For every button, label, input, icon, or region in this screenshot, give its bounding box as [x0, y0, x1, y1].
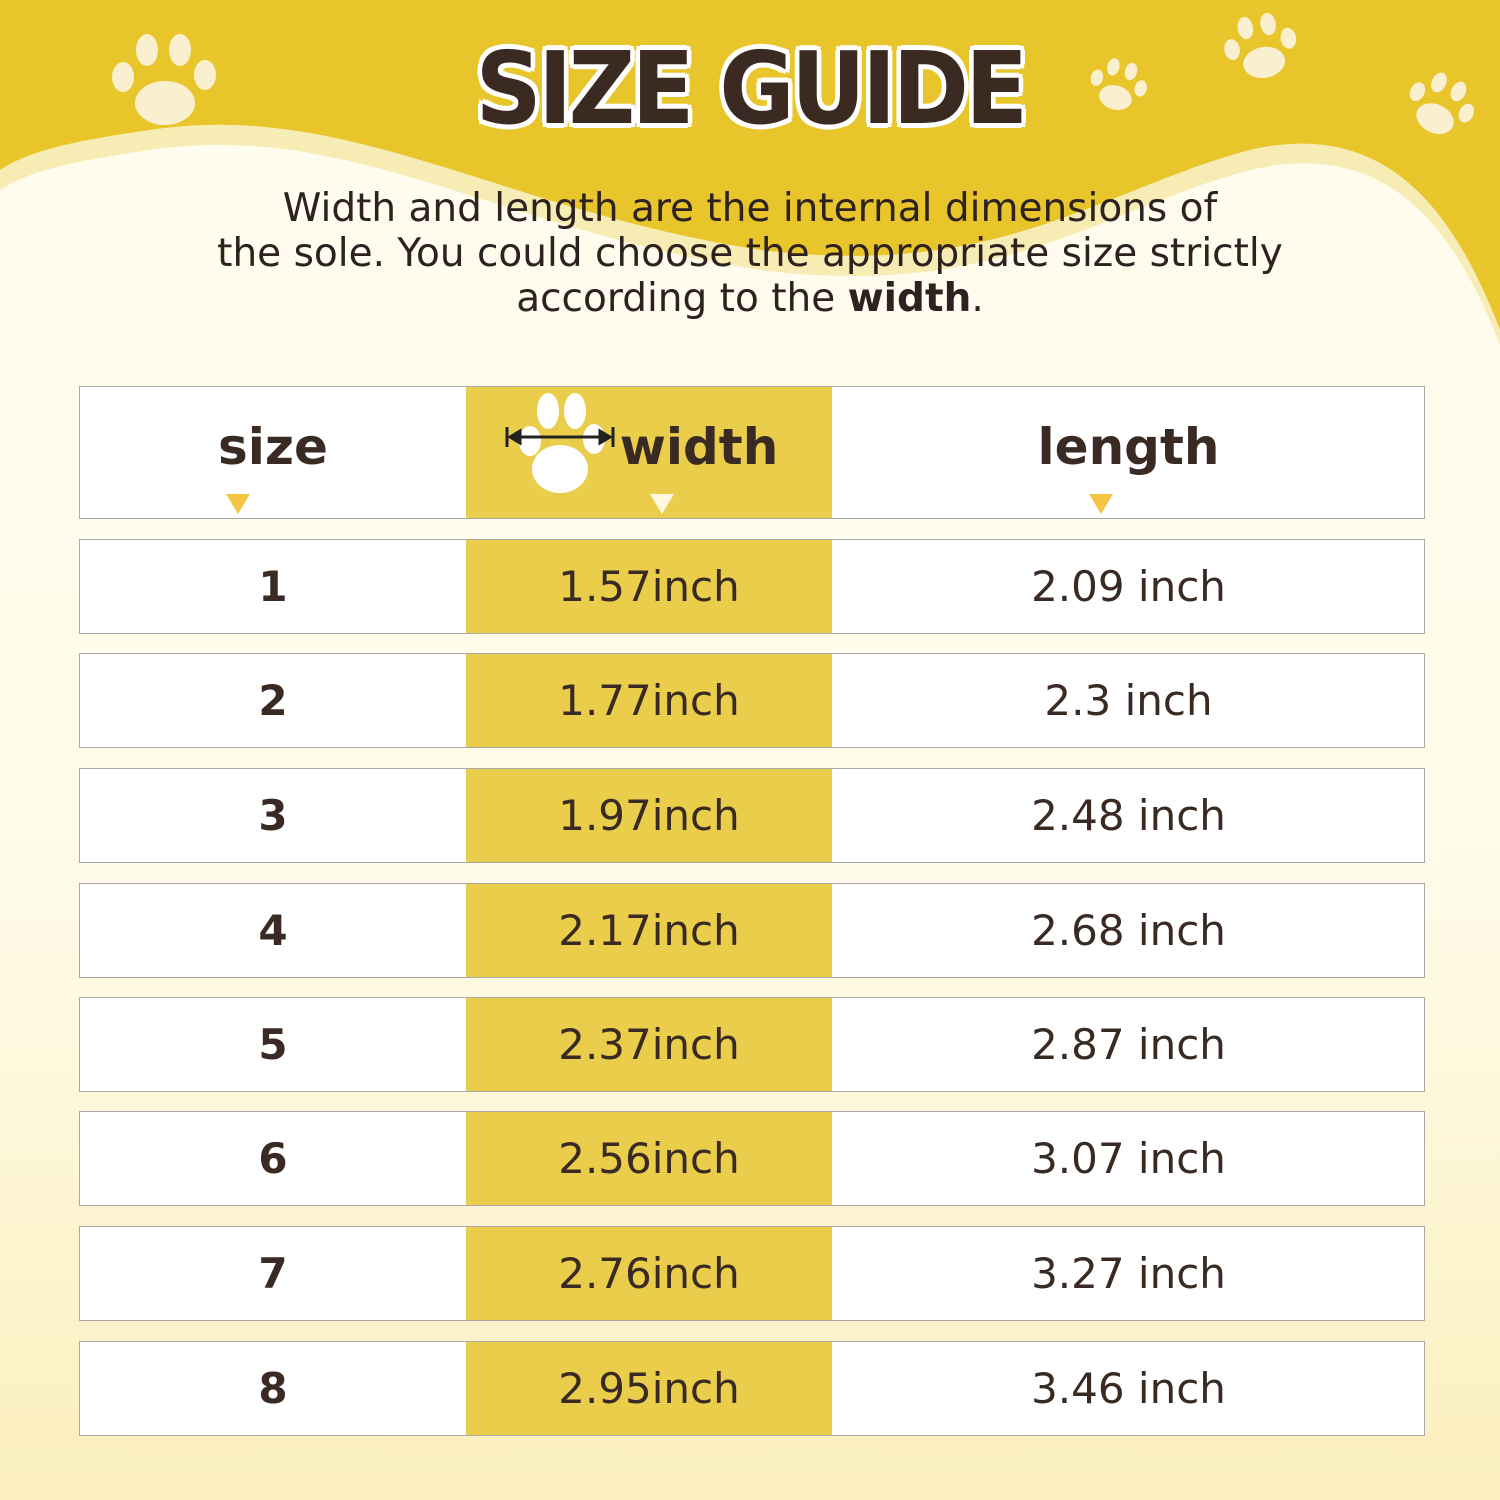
- paw-print-icons: [112, 12, 1474, 134]
- size-cell: 6: [258, 1134, 288, 1183]
- triangle-down-icon: [1089, 494, 1113, 514]
- table-row: 7 2.76inch 3.27 inch: [79, 1226, 1425, 1321]
- header-length: length: [832, 387, 1425, 518]
- width-cell: 1.77inch: [466, 654, 832, 747]
- table-row: 1 1.57inch 2.09 inch: [79, 539, 1425, 634]
- paw-width-icon: [505, 393, 615, 493]
- width-cell: 2.95inch: [466, 1342, 832, 1435]
- size-cell: 1: [258, 562, 288, 611]
- width-cell: 2.56inch: [466, 1112, 832, 1205]
- length-cell: 2.09 inch: [1031, 562, 1226, 611]
- paw-icon: [1090, 58, 1147, 111]
- subtitle: Width and length are the internal dimens…: [150, 186, 1350, 321]
- subtitle-text: according to the: [516, 276, 848, 321]
- table-row: 3 1.97inch 2.48 inch: [79, 768, 1425, 863]
- table-row: 4 2.17inch 2.68 inch: [79, 883, 1425, 978]
- page-title: SIZE GUIDE: [475, 30, 1029, 147]
- header-label: length: [1037, 417, 1220, 476]
- header-label: size: [218, 417, 328, 476]
- size-cell: 7: [258, 1249, 288, 1298]
- size-cell: 4: [258, 906, 288, 955]
- size-cell: 2: [258, 676, 288, 725]
- length-cell: 2.3 inch: [1044, 676, 1213, 725]
- width-cell: 2.37inch: [466, 998, 832, 1091]
- table-row: 8 2.95inch 3.46 inch: [79, 1341, 1425, 1436]
- length-cell: 3.07 inch: [1031, 1134, 1226, 1183]
- header-width: width: [466, 387, 832, 518]
- paw-icon: [112, 34, 216, 125]
- table-row: 6 2.56inch 3.07 inch: [79, 1111, 1425, 1206]
- subtitle-line: the sole. You could choose the appropria…: [217, 231, 1283, 276]
- size-cell: 3: [258, 791, 288, 840]
- subtitle-emphasis: width: [847, 276, 972, 321]
- width-cell: 1.57inch: [466, 540, 832, 633]
- header-size: size: [80, 387, 466, 518]
- header-label: width: [619, 417, 779, 476]
- size-cell: 5: [258, 1020, 288, 1069]
- length-cell: 2.87 inch: [1031, 1020, 1226, 1069]
- subtitle-text: .: [971, 276, 984, 321]
- paw-icon: [1409, 72, 1474, 134]
- width-cell: 2.76inch: [466, 1227, 832, 1320]
- paw-icon: [1224, 12, 1297, 79]
- table-row: 2 1.77inch 2.3 inch: [79, 653, 1425, 748]
- table-row: 5 2.37inch 2.87 inch: [79, 997, 1425, 1092]
- subtitle-line: according to the width.: [150, 276, 1350, 321]
- subtitle-line: Width and length are the internal dimens…: [282, 186, 1218, 231]
- table-header: size width length: [79, 386, 1425, 519]
- length-cell: 3.46 inch: [1031, 1364, 1226, 1413]
- length-cell: 2.68 inch: [1031, 906, 1226, 955]
- width-cell: 1.97inch: [466, 769, 832, 862]
- triangle-down-icon: [226, 494, 250, 514]
- triangle-down-icon: [650, 494, 674, 514]
- length-cell: 3.27 inch: [1031, 1249, 1226, 1298]
- length-cell: 2.48 inch: [1031, 791, 1226, 840]
- width-cell: 2.17inch: [466, 884, 832, 977]
- size-cell: 8: [258, 1364, 288, 1413]
